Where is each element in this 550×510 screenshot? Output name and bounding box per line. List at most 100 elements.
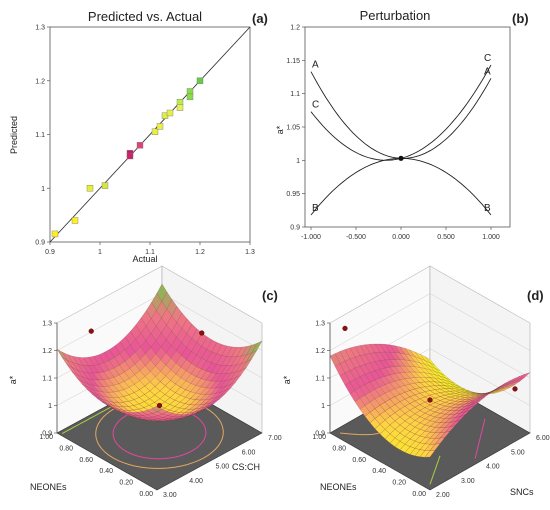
panel-b-ytick-label: 1 xyxy=(296,158,300,165)
panel-d-x-tick-label: 4.00 xyxy=(486,464,500,471)
panel-c-z-tick-label: 1 xyxy=(48,403,52,410)
panel-b-center-point xyxy=(398,155,404,161)
panel-d-zlabel: a* xyxy=(282,375,292,384)
panel-a-data-point xyxy=(196,77,204,84)
panel-d-xlabel: SNCs xyxy=(510,487,534,497)
panel-c-xlabel: CS:CH xyxy=(232,462,260,472)
panel-c-y-tick-label: 1.00 xyxy=(39,434,53,441)
panel-c-z-tick-label: 1.1 xyxy=(42,376,52,383)
panel-c-x-tick-label: 5.00 xyxy=(216,464,230,471)
panel-b-series-label-left: A xyxy=(312,60,319,71)
panel-c-z-tick-label: 0.9 xyxy=(42,431,52,438)
panel-c-wall-gridline xyxy=(56,265,163,324)
panel-a-xtick-label: 1 xyxy=(98,249,102,256)
panel-d-floor-contour xyxy=(474,418,486,459)
panel-b-label: (b) xyxy=(512,11,529,26)
panel-b-xtick-label: 1.000 xyxy=(482,234,500,241)
panel-d-x-tick-label: 3.00 xyxy=(461,478,475,485)
panel-b-series-C xyxy=(310,64,492,161)
panel-a-xtick-label: 0.9 xyxy=(45,249,55,256)
panel-b-series-label-left: C xyxy=(312,100,319,111)
panel-c-surface-patch xyxy=(151,405,163,412)
panel-c-y-tick-label: 0.20 xyxy=(119,480,133,487)
panel-d-z-tick-label: 1 xyxy=(321,403,325,410)
panel-c-y-tick-label: 0.60 xyxy=(79,457,93,464)
panel-a-xlabel: Actual xyxy=(132,254,157,264)
panel-a-data-point xyxy=(186,93,194,101)
panel-d-z-tick-label: 1.2 xyxy=(315,348,325,355)
panel-c-z-tick-label: 1.3 xyxy=(42,321,52,328)
panel-b-xtick-label: 0.500 xyxy=(437,234,455,241)
panel-c-ylabel: NEONEs xyxy=(30,482,67,492)
panel-d-wall-gridline xyxy=(329,293,431,351)
panel-c-zlabel: a* xyxy=(8,375,18,384)
panel-c-design-point xyxy=(199,330,205,336)
panel-b-title: Perturbation xyxy=(360,8,431,23)
panel-c-x-tick-label: 3.00 xyxy=(163,492,177,499)
panel-d-design-point xyxy=(427,397,433,403)
panel-a-ylabel: Predicted xyxy=(9,116,19,154)
panel-d-design-point xyxy=(342,325,348,332)
panel-a-ytick-label: 1 xyxy=(41,186,45,193)
panel-d-surface-patch xyxy=(424,450,436,458)
panel-b-perturbation: Perturbation (b) a* -1.000 -0.500 0.000 0.5… xyxy=(275,8,529,241)
panel-c-z-tick-label: 1.2 xyxy=(42,348,52,355)
panel-a-data-point xyxy=(166,109,174,117)
panel-c-x-tick-label: 7.00 xyxy=(268,435,282,442)
panel-d-surface: (d) a* SNCs NEONEs 0.9 1 1.1 1.2 1.3 2.00 3.00… xyxy=(282,265,550,499)
panel-c-wall-gridline xyxy=(161,293,263,351)
panel-b-ylabel: a* xyxy=(275,125,285,134)
panel-b-ytick-label: 1.15 xyxy=(286,58,300,65)
panel-d-wall-gridline xyxy=(429,320,531,379)
panel-b-ytick-label: 1.05 xyxy=(286,125,300,132)
panel-b-xtick-label: 0.000 xyxy=(392,234,410,241)
panel-d-wall-gridline xyxy=(429,293,531,351)
panel-a-xtick-label: 1.2 xyxy=(195,249,205,256)
panel-c-design-point xyxy=(156,402,163,409)
panel-d-y-tick-label: 1.00 xyxy=(312,434,326,441)
panel-a-data-point xyxy=(86,185,94,192)
panel-a-data-point xyxy=(156,123,164,130)
panel-c-label: (c) xyxy=(262,288,278,303)
panel-c-y-tick-label: 0.00 xyxy=(139,491,153,498)
panel-d-y-tick-label: 0.40 xyxy=(372,468,386,475)
panel-a-xtick-label: 1.3 xyxy=(245,249,255,256)
panel-c-wall-gridline xyxy=(161,265,263,324)
panel-b-plot-frame xyxy=(304,26,511,228)
panel-d-ylabel: NEONEs xyxy=(320,482,357,492)
panel-a-ytick-label: 1.1 xyxy=(35,132,45,139)
panel-d-y-tick-label: 0.80 xyxy=(332,445,346,452)
panel-c-wall-gridline xyxy=(56,293,163,351)
panel-d-wall-gridline xyxy=(429,265,531,324)
panel-c-design-point xyxy=(88,328,94,334)
panel-d-z-tick-label: 1.1 xyxy=(315,376,325,383)
panel-a-data-point xyxy=(151,128,159,136)
panel-a-data-point xyxy=(136,142,144,149)
panel-a-title: Predicted vs. Actual xyxy=(88,9,202,24)
panel-d-wall-gridline xyxy=(329,265,431,324)
panel-d-floor-contour xyxy=(429,455,441,485)
panel-c-y-tick-label: 0.80 xyxy=(59,445,73,452)
panel-a-xtick-label: 1.1 xyxy=(145,249,155,256)
panel-d-design-point xyxy=(512,386,518,392)
panel-a-data-point xyxy=(71,217,79,224)
panel-d-x-tick-label: 6.00 xyxy=(536,435,550,442)
panel-d-x-tick-label: 5.00 xyxy=(511,449,525,456)
panel-b-series-B xyxy=(310,157,492,216)
panel-d-wall-gridline xyxy=(429,348,531,406)
panel-a-data-point xyxy=(186,88,194,95)
panel-b-ytick-label: 1.1 xyxy=(290,91,300,98)
panel-b-series-A xyxy=(310,71,492,159)
panel-b-ytick-label: 1.2 xyxy=(290,25,300,32)
panel-a-data-point xyxy=(176,104,184,111)
panel-a-ytick-label: 1.3 xyxy=(35,25,45,32)
panel-a-ytick-label: 0.9 xyxy=(35,240,45,247)
panel-b-ytick-label: 0.95 xyxy=(286,191,300,198)
panel-d-y-tick-label: 0.20 xyxy=(392,480,406,487)
panel-c-y-tick-label: 0.40 xyxy=(99,468,113,475)
panel-d-z-tick-label: 1.3 xyxy=(315,321,325,328)
panel-d-z-tick-label: 0.9 xyxy=(315,431,325,438)
panel-a-predicted-vs-actual: Predicted vs. Actual (a) Actual Predicte… xyxy=(9,9,268,264)
panel-a-data-point xyxy=(101,182,109,189)
